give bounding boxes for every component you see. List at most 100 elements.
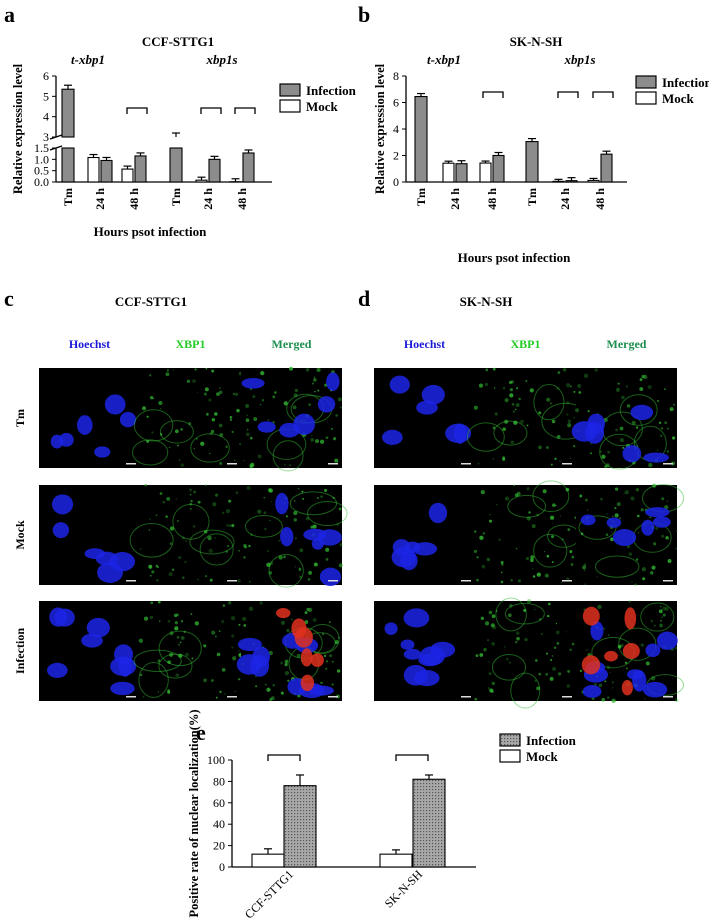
xbp1-signal bbox=[573, 416, 575, 419]
xbp1-signal bbox=[298, 568, 302, 572]
xbp1-signal bbox=[531, 524, 536, 529]
xbp1-signal bbox=[626, 404, 631, 408]
xbp1-signal bbox=[510, 440, 515, 445]
xbp1-signal bbox=[176, 636, 180, 639]
xbp1-signal bbox=[641, 374, 645, 379]
xbp1-signal bbox=[660, 427, 664, 430]
xbp1-signal bbox=[516, 631, 520, 635]
category-label: Tm bbox=[61, 188, 75, 206]
xbp1-signal bbox=[473, 549, 478, 554]
xbp1-signal bbox=[165, 372, 170, 377]
xbp1-signal bbox=[165, 515, 168, 518]
nucleus bbox=[293, 413, 316, 435]
xbp1-signal bbox=[283, 401, 288, 406]
xbp1-signal bbox=[509, 661, 511, 664]
nucleus bbox=[49, 607, 67, 627]
nucleus bbox=[453, 423, 467, 444]
image-tile bbox=[374, 368, 475, 468]
bar-infection bbox=[455, 163, 468, 183]
xbp1-signal bbox=[579, 494, 583, 498]
xbp1-signal bbox=[179, 641, 182, 644]
xbp1-signal bbox=[624, 661, 628, 665]
xbp1-signal bbox=[211, 630, 216, 635]
xbp1-signal bbox=[494, 412, 498, 416]
xbp1-signal bbox=[243, 624, 247, 627]
bar-mock bbox=[87, 156, 100, 183]
xbp1-signal bbox=[634, 583, 637, 586]
xbp1-signal bbox=[659, 623, 663, 628]
xbp1-signal bbox=[501, 563, 504, 566]
xbp1-signal bbox=[261, 398, 265, 402]
xbp1-signal bbox=[478, 383, 484, 388]
cell-outline bbox=[158, 630, 202, 667]
xbp1-signal bbox=[205, 367, 208, 370]
virus-signal bbox=[300, 674, 315, 692]
group-label: xbp1s bbox=[563, 52, 595, 67]
xbp1-signal bbox=[676, 530, 678, 532]
xbp1-signal bbox=[151, 431, 154, 434]
xbp1-signal bbox=[192, 525, 196, 528]
xbp1-signal bbox=[329, 654, 333, 658]
xbp1-signal bbox=[284, 662, 288, 667]
nucleus bbox=[641, 519, 655, 536]
tick-label: 80 bbox=[213, 774, 225, 788]
xbp1-signal bbox=[631, 581, 633, 583]
xbp1-signal bbox=[635, 488, 640, 492]
xbp1-signal bbox=[264, 528, 267, 531]
xbp1-signal bbox=[569, 457, 572, 460]
xbp1-signal bbox=[550, 658, 553, 661]
x-axis-label: Hours psot infection bbox=[94, 224, 207, 239]
xbp1-signal bbox=[583, 569, 586, 572]
xbp1-signal bbox=[490, 623, 495, 628]
xbp1-signal bbox=[474, 697, 478, 701]
xbp1-signal bbox=[312, 524, 317, 529]
xbp1-signal bbox=[281, 620, 285, 625]
xbp1-signal bbox=[278, 540, 280, 542]
significance-bracket bbox=[395, 754, 429, 761]
xbp1-signal bbox=[586, 509, 589, 511]
xbp1-signal bbox=[504, 646, 506, 648]
xbp1-signal bbox=[325, 436, 329, 440]
legend-label-infection: Infection bbox=[662, 75, 709, 90]
nucleus bbox=[590, 621, 604, 641]
bar-mock bbox=[379, 853, 413, 868]
xbp1-signal bbox=[338, 563, 343, 568]
image-tile bbox=[475, 601, 576, 701]
xbp1-signal bbox=[552, 503, 556, 507]
image-tile bbox=[475, 485, 576, 585]
xbp1-signal bbox=[227, 545, 229, 547]
bar-mock bbox=[552, 180, 565, 183]
nucleus bbox=[52, 522, 70, 539]
xbp1-signal bbox=[551, 419, 556, 424]
xbp1-signal bbox=[594, 368, 598, 372]
xbp1-signal bbox=[200, 441, 205, 446]
xbp1-signal bbox=[211, 417, 216, 422]
xbp1-signal bbox=[493, 387, 496, 389]
chart-a: CCF-STTG1 t-xbp1 xbp1s Relative expression … bbox=[11, 34, 357, 239]
xbp1-signal bbox=[567, 419, 572, 424]
xbp1-signal bbox=[221, 667, 226, 672]
xbp1-signal bbox=[211, 369, 215, 373]
xbp1-signal bbox=[540, 632, 543, 635]
xbp1-signal bbox=[209, 452, 211, 455]
xbp1-signal bbox=[194, 621, 199, 626]
xbp1-signal bbox=[311, 382, 315, 385]
xbp1-signal bbox=[547, 614, 550, 618]
xbp1-signal bbox=[526, 424, 529, 427]
xbp1-signal bbox=[610, 537, 614, 542]
xbp1-signal bbox=[166, 496, 171, 501]
nucleus bbox=[257, 421, 276, 433]
virus-signal bbox=[300, 648, 313, 667]
xbp1-signal bbox=[543, 550, 546, 553]
xbp1-signal bbox=[339, 543, 343, 547]
bar-infection bbox=[492, 154, 505, 183]
tick-label: 2 bbox=[393, 149, 399, 163]
xbp1-signal bbox=[544, 573, 549, 578]
xbp1-signal bbox=[231, 616, 236, 621]
xbp1-signal bbox=[280, 661, 284, 665]
xbp1-signal bbox=[260, 370, 265, 376]
xbp1-signal bbox=[246, 432, 250, 437]
bar-infection bbox=[412, 778, 446, 868]
xbp1-signal bbox=[167, 689, 170, 692]
nucleus bbox=[413, 670, 440, 687]
